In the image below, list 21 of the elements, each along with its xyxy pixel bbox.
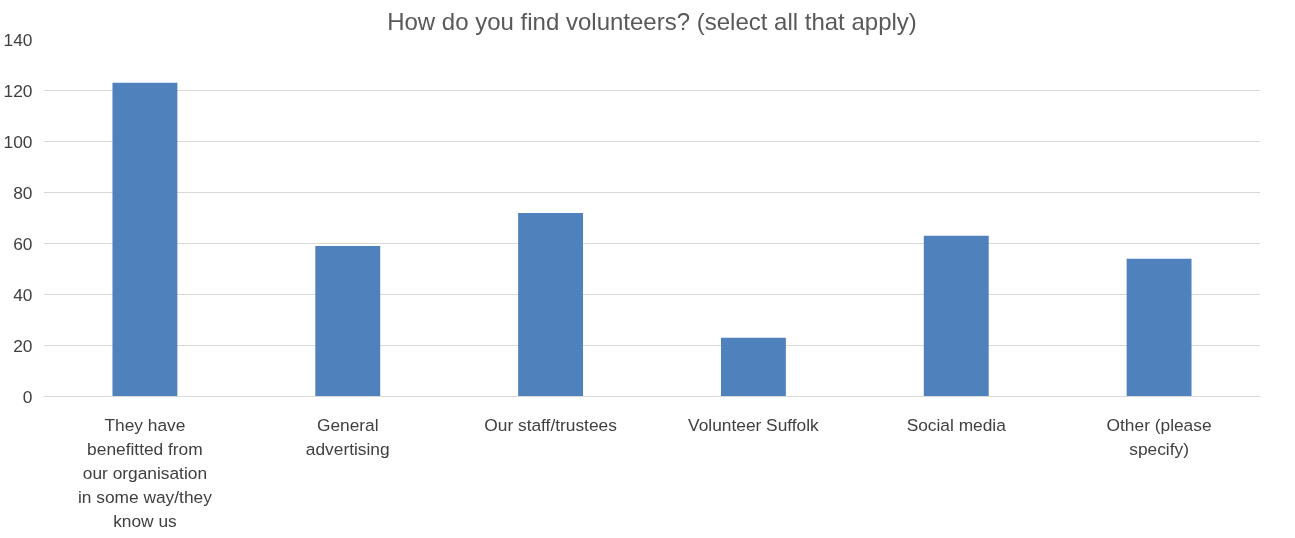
x-tick-label: Other (please specify) <box>1106 414 1212 459</box>
x-tick-label: General advertising <box>305 414 390 459</box>
y-tick-label: 80 <box>13 182 33 203</box>
bar <box>923 235 989 397</box>
bar <box>1126 258 1192 397</box>
bar <box>112 82 178 397</box>
y-tick-label: 120 <box>3 80 33 101</box>
bar <box>518 212 584 397</box>
x-tick-label: Our staff/trustees <box>484 414 618 435</box>
chart-title: How do you find volunteers? (select all that apply) <box>387 7 917 35</box>
y-tick-label: 0 <box>22 386 33 407</box>
x-tick-label: Volunteer Suffolk <box>688 414 820 435</box>
y-tick-label: 20 <box>13 335 33 356</box>
x-tick-label: Social media <box>906 414 1007 435</box>
y-tick-label: 60 <box>13 233 33 254</box>
y-tick-label: 100 <box>3 131 33 152</box>
bar <box>720 337 786 397</box>
y-tick-label: 140 <box>3 29 33 50</box>
y-tick-label: 40 <box>13 284 33 305</box>
bar <box>315 246 381 397</box>
x-tick-label: They have benefitted from our organisation in some way/they know us <box>77 414 213 531</box>
